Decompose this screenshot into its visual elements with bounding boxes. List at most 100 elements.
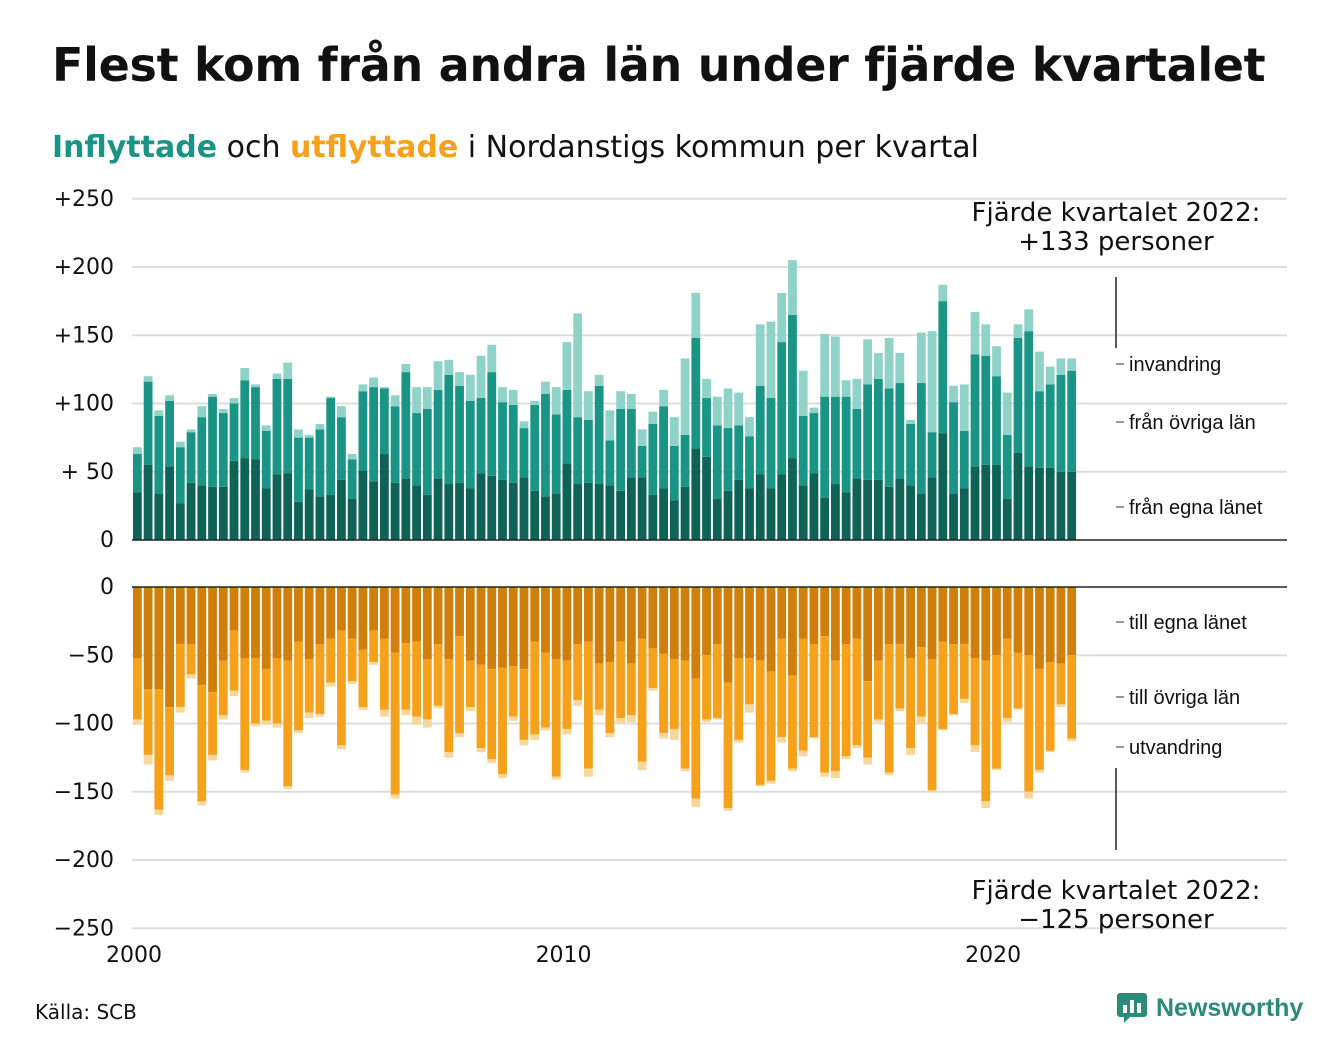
bar-out-emig bbox=[1002, 718, 1012, 723]
bar-in-imm bbox=[1024, 309, 1034, 332]
bar-in-imm bbox=[820, 333, 830, 397]
bar-out-own bbox=[1045, 587, 1055, 663]
bar-out-other bbox=[455, 636, 464, 734]
bar-out-own bbox=[594, 587, 604, 664]
bar-in-other bbox=[949, 402, 958, 494]
bar-out-other bbox=[197, 685, 207, 802]
bar-out-own bbox=[669, 587, 679, 660]
bar-in-own bbox=[1024, 466, 1034, 540]
bar-out-other bbox=[412, 641, 421, 717]
bar-out-emig bbox=[1067, 738, 1077, 742]
bar-in-imm bbox=[841, 380, 851, 397]
bar-out-own bbox=[766, 587, 776, 672]
bar-out-own bbox=[433, 587, 443, 645]
bar-out-own bbox=[680, 587, 690, 661]
bar-out-own bbox=[422, 587, 432, 660]
bar-out-emig bbox=[315, 713, 325, 717]
bar-out-other bbox=[863, 681, 873, 758]
bar-out-own bbox=[358, 587, 368, 650]
bar-in-own bbox=[863, 479, 873, 540]
bar-in-imm bbox=[551, 387, 561, 415]
bar-in-imm bbox=[916, 332, 926, 384]
bar-out-emig bbox=[712, 718, 722, 720]
series-label-from-other-counties: från övriga län bbox=[1129, 412, 1256, 434]
bar-in-other bbox=[573, 417, 583, 485]
bar-in-own bbox=[465, 488, 475, 540]
bar-out-other bbox=[788, 675, 797, 769]
bar-out-own bbox=[841, 587, 851, 645]
bar-out-emig bbox=[412, 716, 421, 725]
bar-in-other bbox=[680, 434, 690, 487]
bar-in-other bbox=[831, 396, 840, 485]
bar-in-other bbox=[294, 437, 303, 502]
x-tick-label: 2000 bbox=[106, 943, 162, 968]
bar-in-own bbox=[669, 500, 679, 540]
bar-out-other bbox=[1045, 662, 1055, 751]
bar-out-other bbox=[379, 638, 389, 710]
bar-out-emig bbox=[841, 756, 851, 759]
bar-in-imm bbox=[433, 361, 443, 390]
bar-out-other bbox=[132, 657, 142, 720]
bar-in-other bbox=[197, 417, 207, 486]
bar-out-emig bbox=[831, 771, 840, 779]
bar-in-own bbox=[616, 490, 626, 540]
bar-in-imm bbox=[304, 434, 314, 438]
bar-in-own bbox=[530, 490, 540, 540]
series-label-emigration: utvandring bbox=[1129, 737, 1222, 759]
bar-out-own bbox=[551, 587, 561, 660]
bar-in-imm bbox=[702, 378, 711, 399]
y-tick-label-bottom: −250 bbox=[54, 916, 114, 941]
bar-in-imm bbox=[358, 384, 368, 392]
bar-in-imm bbox=[390, 395, 400, 407]
bar-in-imm bbox=[240, 368, 250, 381]
bar-out-own bbox=[906, 587, 915, 658]
bar-out-own bbox=[165, 587, 174, 708]
bar-out-other bbox=[165, 707, 174, 776]
bar-in-other bbox=[401, 372, 411, 479]
bar-in-own bbox=[1002, 499, 1012, 540]
y-tick-label-top: + 50 bbox=[61, 460, 114, 485]
source-note: Källa: SCB bbox=[35, 1000, 137, 1024]
bar-out-own bbox=[884, 587, 894, 645]
bar-out-own bbox=[798, 587, 808, 639]
bar-out-other bbox=[294, 641, 303, 731]
bar-in-own bbox=[938, 433, 948, 540]
bar-out-other bbox=[487, 668, 497, 759]
bar-out-other bbox=[337, 630, 346, 746]
bar-out-other bbox=[949, 644, 958, 714]
bar-in-imm bbox=[1045, 366, 1055, 385]
bar-out-other bbox=[895, 644, 905, 709]
bar-out-own bbox=[412, 587, 421, 642]
bar-in-imm bbox=[798, 370, 808, 416]
subtitle-rest: i Nordanstigs kommun per kvartal bbox=[458, 130, 980, 165]
bar-in-imm bbox=[261, 425, 271, 431]
bar-in-other bbox=[605, 440, 615, 486]
bar-out-other bbox=[272, 657, 282, 724]
bar-out-emig bbox=[272, 723, 282, 728]
bar-out-own bbox=[337, 587, 346, 631]
bar-out-emig bbox=[165, 775, 174, 781]
bar-in-other bbox=[852, 408, 862, 479]
bar-out-own bbox=[465, 587, 475, 661]
bar-out-emig bbox=[326, 682, 336, 687]
bar-out-emig bbox=[691, 798, 701, 807]
bar-in-other bbox=[616, 408, 626, 491]
bar-out-other bbox=[326, 638, 336, 683]
bar-out-other bbox=[992, 655, 1001, 769]
bar-out-own bbox=[369, 587, 379, 631]
bar-out-emig bbox=[143, 754, 153, 765]
bar-in-other bbox=[970, 354, 980, 467]
bar-in-own bbox=[734, 479, 744, 540]
y-tick-label-bottom: −100 bbox=[54, 712, 114, 737]
bar-out-emig bbox=[680, 768, 690, 772]
bar-out-other bbox=[712, 644, 722, 719]
bar-out-other bbox=[422, 659, 432, 720]
bar-out-emig bbox=[347, 681, 357, 684]
bar-in-imm bbox=[347, 454, 357, 460]
bar-out-emig bbox=[788, 768, 797, 772]
bar-in-imm bbox=[132, 447, 142, 455]
bar-out-other bbox=[304, 659, 314, 713]
bar-out-emig bbox=[906, 748, 915, 755]
y-tick-label-bottom: −200 bbox=[54, 848, 114, 873]
bar-out-emig bbox=[605, 733, 615, 738]
